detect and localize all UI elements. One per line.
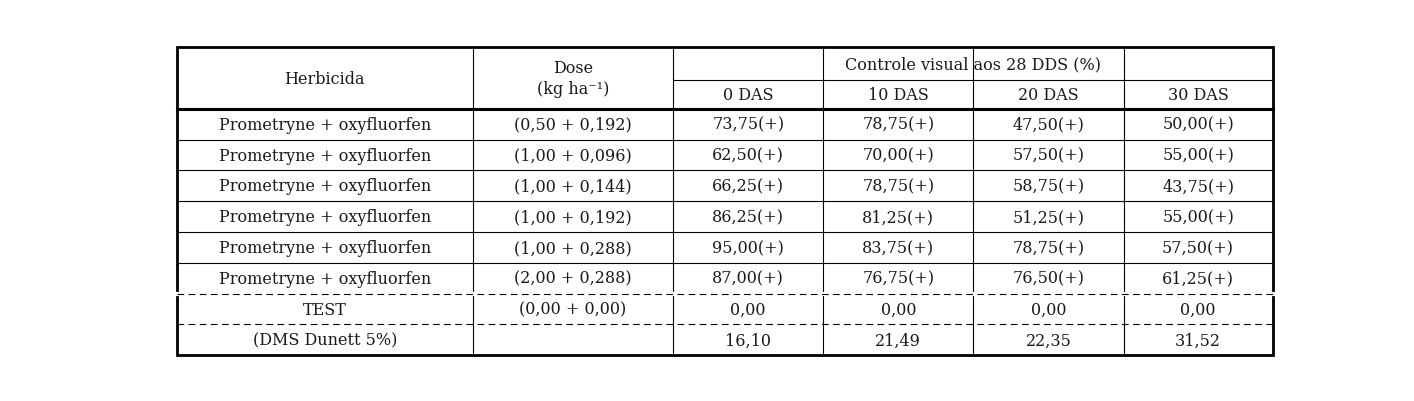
Text: 70,00(+): 70,00(+) — [863, 147, 935, 164]
Text: 0,00: 0,00 — [731, 301, 766, 318]
Text: 20 DAS: 20 DAS — [1018, 87, 1079, 104]
Text: 57,50(+): 57,50(+) — [1012, 147, 1085, 164]
Text: 87,00(+): 87,00(+) — [713, 270, 785, 287]
Text: 31,52: 31,52 — [1175, 332, 1222, 348]
Text: Herbicida: Herbicida — [284, 70, 365, 87]
Text: 0,00: 0,00 — [1031, 301, 1066, 318]
Text: 0,00: 0,00 — [1181, 301, 1216, 318]
Text: (DMS Dunett 5%): (DMS Dunett 5%) — [253, 332, 397, 348]
Text: 76,50(+): 76,50(+) — [1012, 270, 1085, 287]
Text: 81,25(+): 81,25(+) — [863, 209, 935, 226]
Text: 78,75(+): 78,75(+) — [863, 178, 935, 195]
Text: 78,75(+): 78,75(+) — [863, 116, 935, 134]
Text: 55,00(+): 55,00(+) — [1162, 209, 1234, 226]
Text: 58,75(+): 58,75(+) — [1012, 178, 1085, 195]
Text: 57,50(+): 57,50(+) — [1162, 239, 1234, 256]
Text: Prometryne + oxyfluorfen: Prometryne + oxyfluorfen — [219, 178, 431, 195]
Text: (1,00 + 0,288): (1,00 + 0,288) — [515, 239, 632, 256]
Text: 21,49: 21,49 — [875, 332, 922, 348]
Text: 55,00(+): 55,00(+) — [1162, 147, 1234, 164]
Text: 0 DAS: 0 DAS — [723, 87, 773, 104]
Text: 86,25(+): 86,25(+) — [713, 209, 785, 226]
Text: (0,50 + 0,192): (0,50 + 0,192) — [515, 116, 632, 134]
Text: (2,00 + 0,288): (2,00 + 0,288) — [515, 270, 632, 287]
Text: 47,50(+): 47,50(+) — [1012, 116, 1085, 134]
Text: 62,50(+): 62,50(+) — [713, 147, 785, 164]
Text: 95,00(+): 95,00(+) — [713, 239, 785, 256]
Text: Prometryne + oxyfluorfen: Prometryne + oxyfluorfen — [219, 239, 431, 256]
Text: 83,75(+): 83,75(+) — [863, 239, 935, 256]
Text: 16,10: 16,10 — [725, 332, 771, 348]
Text: Prometryne + oxyfluorfen: Prometryne + oxyfluorfen — [219, 147, 431, 164]
Text: Prometryne + oxyfluorfen: Prometryne + oxyfluorfen — [219, 209, 431, 226]
Text: (1,00 + 0,096): (1,00 + 0,096) — [515, 147, 632, 164]
Text: 0,00: 0,00 — [881, 301, 916, 318]
Text: Prometryne + oxyfluorfen: Prometryne + oxyfluorfen — [219, 116, 431, 134]
Text: (1,00 + 0,144): (1,00 + 0,144) — [515, 178, 632, 195]
Text: 51,25(+): 51,25(+) — [1012, 209, 1085, 226]
Text: 43,75(+): 43,75(+) — [1162, 178, 1234, 195]
Text: 30 DAS: 30 DAS — [1168, 87, 1229, 104]
Text: 61,25(+): 61,25(+) — [1162, 270, 1234, 287]
Text: (1,00 + 0,192): (1,00 + 0,192) — [515, 209, 632, 226]
Text: 66,25(+): 66,25(+) — [713, 178, 785, 195]
Text: 73,75(+): 73,75(+) — [713, 116, 785, 134]
Text: Dose
(kg ha⁻¹): Dose (kg ha⁻¹) — [537, 60, 609, 98]
Text: (0,00 + 0,00): (0,00 + 0,00) — [519, 301, 626, 318]
Text: 10 DAS: 10 DAS — [868, 87, 929, 104]
Text: Prometryne + oxyfluorfen: Prometryne + oxyfluorfen — [219, 270, 431, 287]
Text: 22,35: 22,35 — [1025, 332, 1072, 348]
Text: 76,75(+): 76,75(+) — [863, 270, 935, 287]
Text: 50,00(+): 50,00(+) — [1162, 116, 1234, 134]
Text: Controle visual aos 28 DDS (%): Controle visual aos 28 DDS (%) — [846, 56, 1102, 73]
Text: TEST: TEST — [303, 301, 346, 318]
Text: 78,75(+): 78,75(+) — [1012, 239, 1085, 256]
